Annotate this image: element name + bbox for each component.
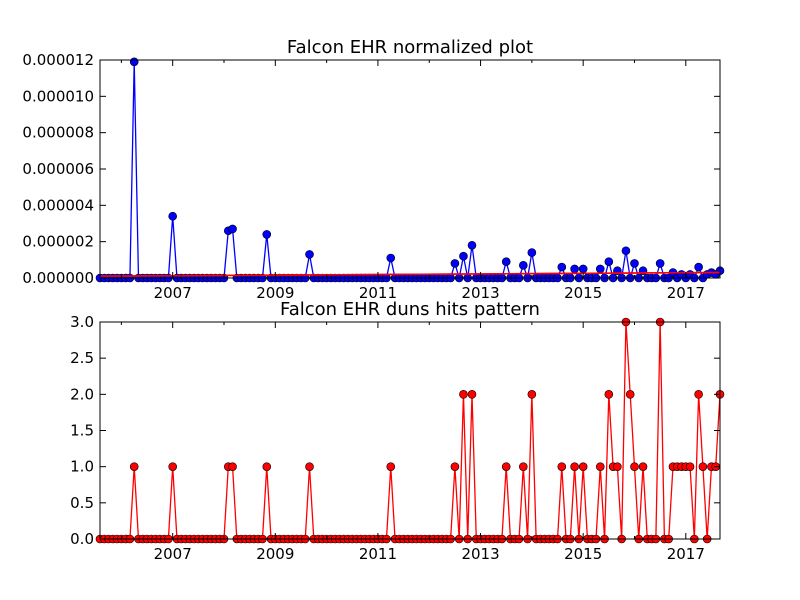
data-point [168,211,177,221]
y-tick-label: 0.000000 [22,269,94,287]
y-tick-label: 2.0 [70,385,94,403]
data-point [655,259,665,268]
data-point [625,390,635,399]
data-point [638,462,648,471]
data-point [262,462,272,471]
y-tick-label: 1.5 [70,422,94,440]
data-point [459,390,468,399]
y-tick-label: 0.0 [70,530,94,548]
y-tick-label: 2.5 [70,349,94,367]
y-tick-label: 0.000012 [22,51,94,69]
data-point [501,257,511,266]
data-point [694,262,703,272]
x-tick-label: 2007 [154,284,192,302]
data-point [129,57,139,67]
x-tick-label: 2017 [667,545,705,563]
y-tick-label: 0.000006 [22,160,94,178]
chart-title: Falcon EHR normalized plot [287,37,533,58]
data-point [527,248,537,257]
data-point [467,390,477,399]
data-point [630,259,639,268]
data-point [557,262,567,272]
data-point [570,462,579,471]
data-point [694,390,703,399]
data-point [450,259,460,268]
data-point [386,462,396,471]
y-tick-label: 0.5 [70,494,94,512]
y-tick-label: 0.000010 [22,87,94,105]
data-point [613,462,622,471]
y-tick-label: 1.0 [70,458,94,476]
data-point [578,462,588,471]
x-tick-label: 2017 [667,284,705,302]
data-point [450,462,460,471]
data-point [228,462,237,471]
data-point [305,250,314,259]
duns-hits-chart: Falcon EHR duns hits pattern 0.0 0.5 1.0 1.… [70,299,725,563]
data-point [527,390,537,399]
data-point [621,246,631,256]
normalized-plot-chart: Falcon EHR normalized plot 0.0000000.000… [22,37,725,302]
data-point [228,224,237,234]
data-point [604,390,614,399]
y-tick-label: 0.000004 [22,196,94,214]
chart-title: Falcon EHR duns hits pattern [280,299,540,320]
data-point [685,462,695,471]
x-tick-label: 2015 [564,284,602,302]
y-tick-label: 0.000008 [22,124,94,142]
data-point [305,462,314,471]
data-point [501,462,511,471]
data-point [630,462,639,471]
x-tick-label: 2015 [564,545,602,563]
data-point [459,251,468,261]
data-point [519,260,528,270]
data-point [604,257,614,266]
data-point [557,462,567,471]
x-tick-label: 2009 [256,545,294,563]
data-point [168,462,177,471]
x-tick-label: 2013 [461,545,499,563]
x-tick-label: 2013 [461,284,499,302]
data-point [595,462,605,471]
data-point [262,230,272,239]
data-point [595,264,605,274]
data-point [519,462,528,471]
x-tick-label: 2011 [359,284,397,302]
data-point [578,264,588,274]
duns-hits-axes: 0.0 0.5 1.0 1.5 2.0 2.5 3.0 2007 2009 2011 2013 201… [70,313,725,563]
x-tick-label: 2009 [256,284,294,302]
x-tick-label: 2011 [359,545,397,563]
data-point [570,264,579,274]
data-point [467,241,477,250]
normalized-plot-axes: 0.000000 0.000002 0.000004 0.000006 0.000008… [22,51,725,302]
y-tick-label: 3.0 [70,313,94,331]
y-tick-label: 0.000002 [22,233,94,251]
data-point [698,462,708,471]
x-tick-label: 2007 [154,545,192,563]
trend-line-overlay [99,271,721,277]
data-point [386,253,396,263]
data-point [129,462,139,471]
